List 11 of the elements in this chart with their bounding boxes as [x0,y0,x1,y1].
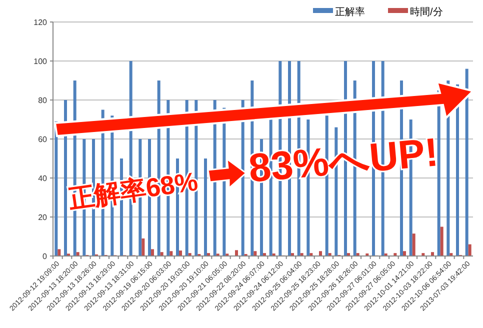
y-tick-label: 80 [38,96,48,105]
y-tick-label: 60 [38,135,48,144]
y-tick-label: 120 [34,18,48,27]
y-tick-label: 100 [34,57,48,66]
legend-label: 時間/分 [410,6,443,18]
y-tick-label: 0 [42,252,48,261]
y-tick-label: 20 [38,213,48,222]
annotation: 正解率68% [66,166,200,214]
legend-label: 正解率 [335,6,365,18]
annotation: 83%へUP! [246,130,440,191]
y-tick-label: 40 [38,174,48,183]
